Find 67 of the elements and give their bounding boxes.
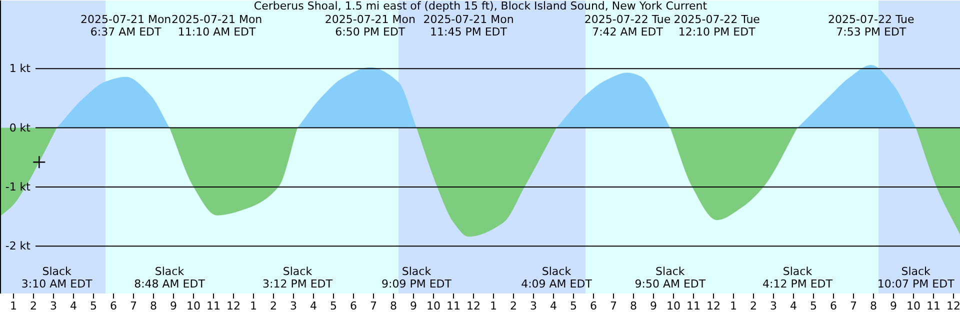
x-tick-label: 12 [466,300,480,312]
x-tick-label: 2 [270,300,277,312]
annotation: Slack 4:12 PM EDT [762,265,833,290]
x-tick-label: 11 [446,300,460,312]
x-tick-label: 11 [206,300,220,312]
x-tick-label: 3 [50,300,57,312]
x-tick-label: 6 [110,300,117,312]
annotation: Slack 3:12 PM EDT [262,265,333,290]
x-tick-label: 4 [310,300,317,312]
x-tick-label: 1 [730,300,737,312]
x-tick-label: 5 [570,300,577,312]
x-tick-label: 3 [530,300,537,312]
x-tick-label: 4 [550,300,557,312]
x-tick-label: 11 [686,300,700,312]
annotation: Slack 9:09 PM EDT [382,265,452,290]
x-tick-label: 5 [90,300,97,312]
x-tick-label: 7 [370,300,377,312]
x-tick-label: 6 [830,300,837,312]
x-tick-label: 10 [906,300,920,312]
x-tick-label: 5 [330,300,337,312]
x-tick-label: 12 [226,300,240,312]
x-tick-label: 11 [926,300,940,312]
x-tick-label: 1 [10,300,17,312]
x-tick-label: 9 [170,300,177,312]
x-tick-label: 3 [770,300,777,312]
x-tick-label: 1 [250,300,257,312]
x-tick-label: 5 [810,300,817,312]
annotation: Slack 9:50 AM EDT [634,265,706,290]
x-tick-label: 10 [666,300,680,312]
x-tick-label: 4 [70,300,77,312]
annotation: Slack 8:48 AM EDT [134,265,206,290]
x-tick-label: 2 [510,300,517,312]
x-tick-label: 7 [610,300,617,312]
annotation: 2025-07-22 Tue 7:42 AM EDT [584,13,671,38]
x-tick-label: 12 [946,300,960,312]
x-tick-label: 6 [590,300,597,312]
annotation: 2025-07-21 Mon 6:50 PM EDT [324,13,416,38]
x-tick-label: 7 [130,300,137,312]
annotation: 2025-07-21 Mon 6:37 AM EDT [80,13,172,38]
annotation: Slack 3:10 AM EDT [21,265,93,290]
y-tick-label: 1 kt [9,62,32,76]
x-tick-label: 8 [630,300,637,312]
x-tick-label: 9 [410,300,417,312]
annotation: 2025-07-22 Tue 7:53 PM EDT [828,13,915,38]
annotation: Slack 4:09 AM EDT [521,265,592,290]
x-tick-label: 1 [490,300,497,312]
x-tick-label: 10 [186,300,200,312]
y-tick-label: -2 kt [5,240,32,253]
annotation: 2025-07-21 Mon 11:45 PM EDT [423,13,514,38]
x-tick-label: 10 [426,300,440,312]
x-tick-label: 12 [706,300,720,312]
x-tick-label: 4 [790,300,797,312]
annotation: 2025-07-21 Mon 11:10 AM EDT [172,13,262,38]
x-tick-label: 8 [870,300,877,312]
x-tick-label: 2 [30,300,37,312]
x-tick-label: 6 [350,300,357,312]
x-tick-label: 8 [390,300,397,312]
x-tick-label: 7 [850,300,857,312]
x-tick-label: 2 [750,300,757,312]
x-tick-label: 8 [150,300,157,312]
annotation: 2025-07-22 Tue 12:10 PM EDT [674,13,760,38]
chart-title: Cerberus Shoal, 1.5 mi east of (depth 15 ft), Block Island Sound, New York Current [254,0,708,12]
x-tick-label: 9 [650,300,657,312]
y-tick-label: -1 kt [5,180,32,194]
x-tick-label: 3 [290,300,297,312]
annotation: Slack 10:07 PM EDT [877,265,955,290]
x-tick-label: 9 [890,300,897,312]
